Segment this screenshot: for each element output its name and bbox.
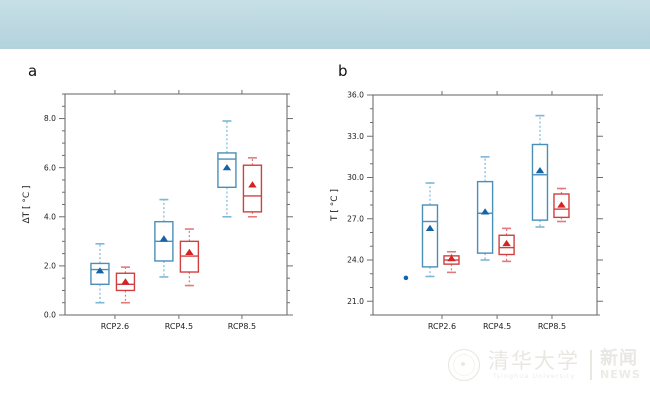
panel-b-label: b: [338, 62, 348, 80]
tsinghua-seal-icon: [448, 349, 480, 381]
watermark-news: 新闻 NEWS: [600, 349, 641, 381]
svg-text:6.0: 6.0: [44, 163, 56, 172]
svg-text:T [ °C ]: T [ °C ]: [330, 189, 340, 222]
svg-text:24.0: 24.0: [347, 256, 364, 265]
svg-text:27.0: 27.0: [347, 214, 364, 223]
svg-text:RCP8.5: RCP8.5: [228, 322, 256, 331]
watermark-news-en: NEWS: [600, 368, 641, 381]
panel-a-label: a: [28, 62, 38, 80]
svg-text:33.0: 33.0: [347, 132, 364, 141]
svg-text:RCP2.6: RCP2.6: [101, 322, 129, 331]
panel-b-boxplot-chart: 21.0 24.0 27.0 30.0 33.0 36.0 RCP2.6 RCP4.5 RCP8…: [330, 91, 603, 331]
svg-text:4.0: 4.0: [44, 212, 56, 221]
svg-text:RCP4.5: RCP4.5: [483, 322, 511, 331]
svg-text:RCP8.5: RCP8.5: [538, 322, 566, 331]
svg-text:2.0: 2.0: [44, 261, 56, 270]
svg-text:8.0: 8.0: [44, 114, 56, 123]
svg-text:36.0: 36.0: [347, 91, 364, 100]
svg-text:0.0: 0.0: [44, 311, 56, 320]
watermark-divider: [590, 350, 592, 380]
watermark-university-cn: 清华大学: [488, 349, 580, 373]
svg-text:ΔT [ °C ]: ΔT [ °C ]: [22, 185, 32, 223]
svg-text:RCP4.5: RCP4.5: [165, 322, 193, 331]
watermark-news-cn: 新闻: [600, 348, 638, 369]
watermark-university: 清华大学 Tsinghua University: [488, 350, 580, 380]
watermark-university-en: Tsinghua University: [492, 372, 576, 380]
header-band: [0, 0, 650, 49]
svg-text:30.0: 30.0: [347, 173, 364, 182]
panel-a-boxplot-chart: 0.0 2.0 4.0 6.0 8.0 RCP2.6 RCP4.5 RCP8.5 ΔT [ °C…: [22, 90, 293, 331]
svg-text:21.0: 21.0: [347, 297, 364, 306]
watermark: 清华大学 Tsinghua University 新闻 NEWS: [448, 340, 644, 390]
svg-text:RCP2.6: RCP2.6: [428, 322, 456, 331]
